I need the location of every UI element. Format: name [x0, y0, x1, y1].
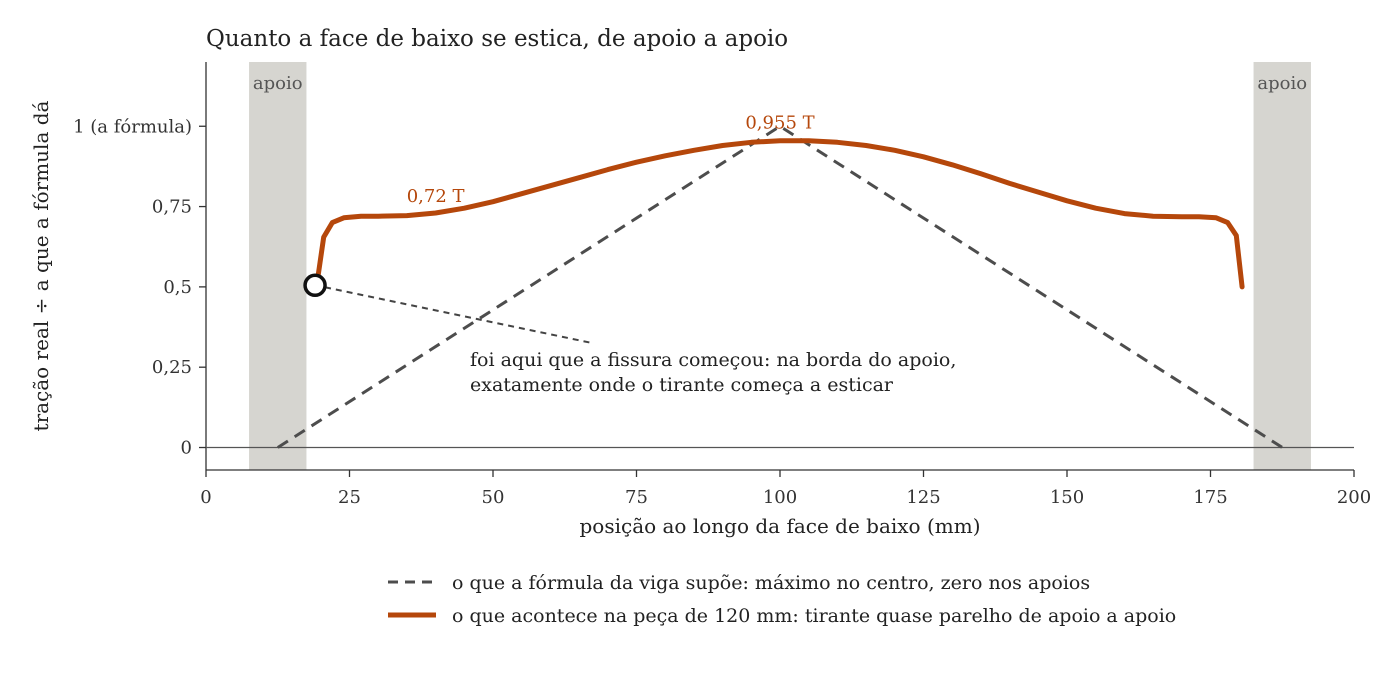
- y-tick-label: 1 (a fórmula): [73, 116, 192, 137]
- series-line-actual: [315, 138, 1245, 290]
- series-lines: [276, 124, 1284, 449]
- x-tick-label: 0: [200, 487, 211, 508]
- value-annotations: 0,72 T 0,955 T: [407, 112, 815, 207]
- support-band-2: [1253, 62, 1311, 470]
- x-tick-label: 75: [625, 487, 648, 508]
- x-tick-label: 50: [482, 487, 505, 508]
- legend-item-formula: o que a fórmula da viga supõe: máximo no…: [388, 572, 1090, 594]
- support-bands: apoio apoio: [249, 62, 1311, 470]
- legend: o que a fórmula da viga supõe: máximo no…: [388, 572, 1176, 627]
- y-axis-label: tração real ÷ a que a fórmula dá: [29, 100, 53, 431]
- chart-title: Quanto a face de baixo se estica, de apo…: [206, 26, 788, 52]
- x-tick-label: 150: [1050, 487, 1084, 508]
- support-band-1: [249, 62, 307, 470]
- x-ticks: 0 25 50 75 100 125 150 175 200: [200, 470, 1371, 508]
- x-tick-label: 100: [763, 487, 797, 508]
- callout-line-1: foi aqui que a fissura começou: na borda…: [470, 349, 956, 371]
- callout-leader-line: [324, 286, 593, 344]
- legend-label-formula: o que a fórmula da viga supõe: máximo no…: [452, 572, 1090, 594]
- y-tick-label: 0: [181, 438, 192, 459]
- series-line-formula: [276, 124, 1284, 449]
- x-tick-label: 125: [906, 487, 940, 508]
- value-annotation-1: 0,72 T: [407, 186, 465, 207]
- callout-line-2: exatamente onde o tirante começa a estic…: [470, 374, 894, 396]
- support-label-2: apoio: [1257, 73, 1307, 94]
- y-tick-label: 0,5: [163, 277, 192, 298]
- support-label-1: apoio: [253, 73, 303, 94]
- legend-label-actual: o que acontece na peça de 120 mm: tirant…: [452, 605, 1176, 627]
- x-tick-label: 25: [338, 487, 361, 508]
- x-tick-label: 200: [1337, 487, 1371, 508]
- y-tick-label: 0,25: [152, 357, 192, 378]
- value-annotation-2: 0,955 T: [745, 112, 814, 133]
- callout-marker: [303, 273, 327, 298]
- x-axis-label: posição ao longo da face de baixo (mm): [579, 514, 980, 538]
- x-tick-label: 175: [1193, 487, 1227, 508]
- y-tick-label: 0,75: [152, 197, 192, 218]
- y-ticks: 0 0,25 0,5 0,75 1 (a fórmula): [73, 116, 206, 459]
- legend-item-actual: o que acontece na peça de 120 mm: tirant…: [388, 605, 1176, 627]
- callout: foi aqui que a fissura começou: na borda…: [303, 273, 956, 396]
